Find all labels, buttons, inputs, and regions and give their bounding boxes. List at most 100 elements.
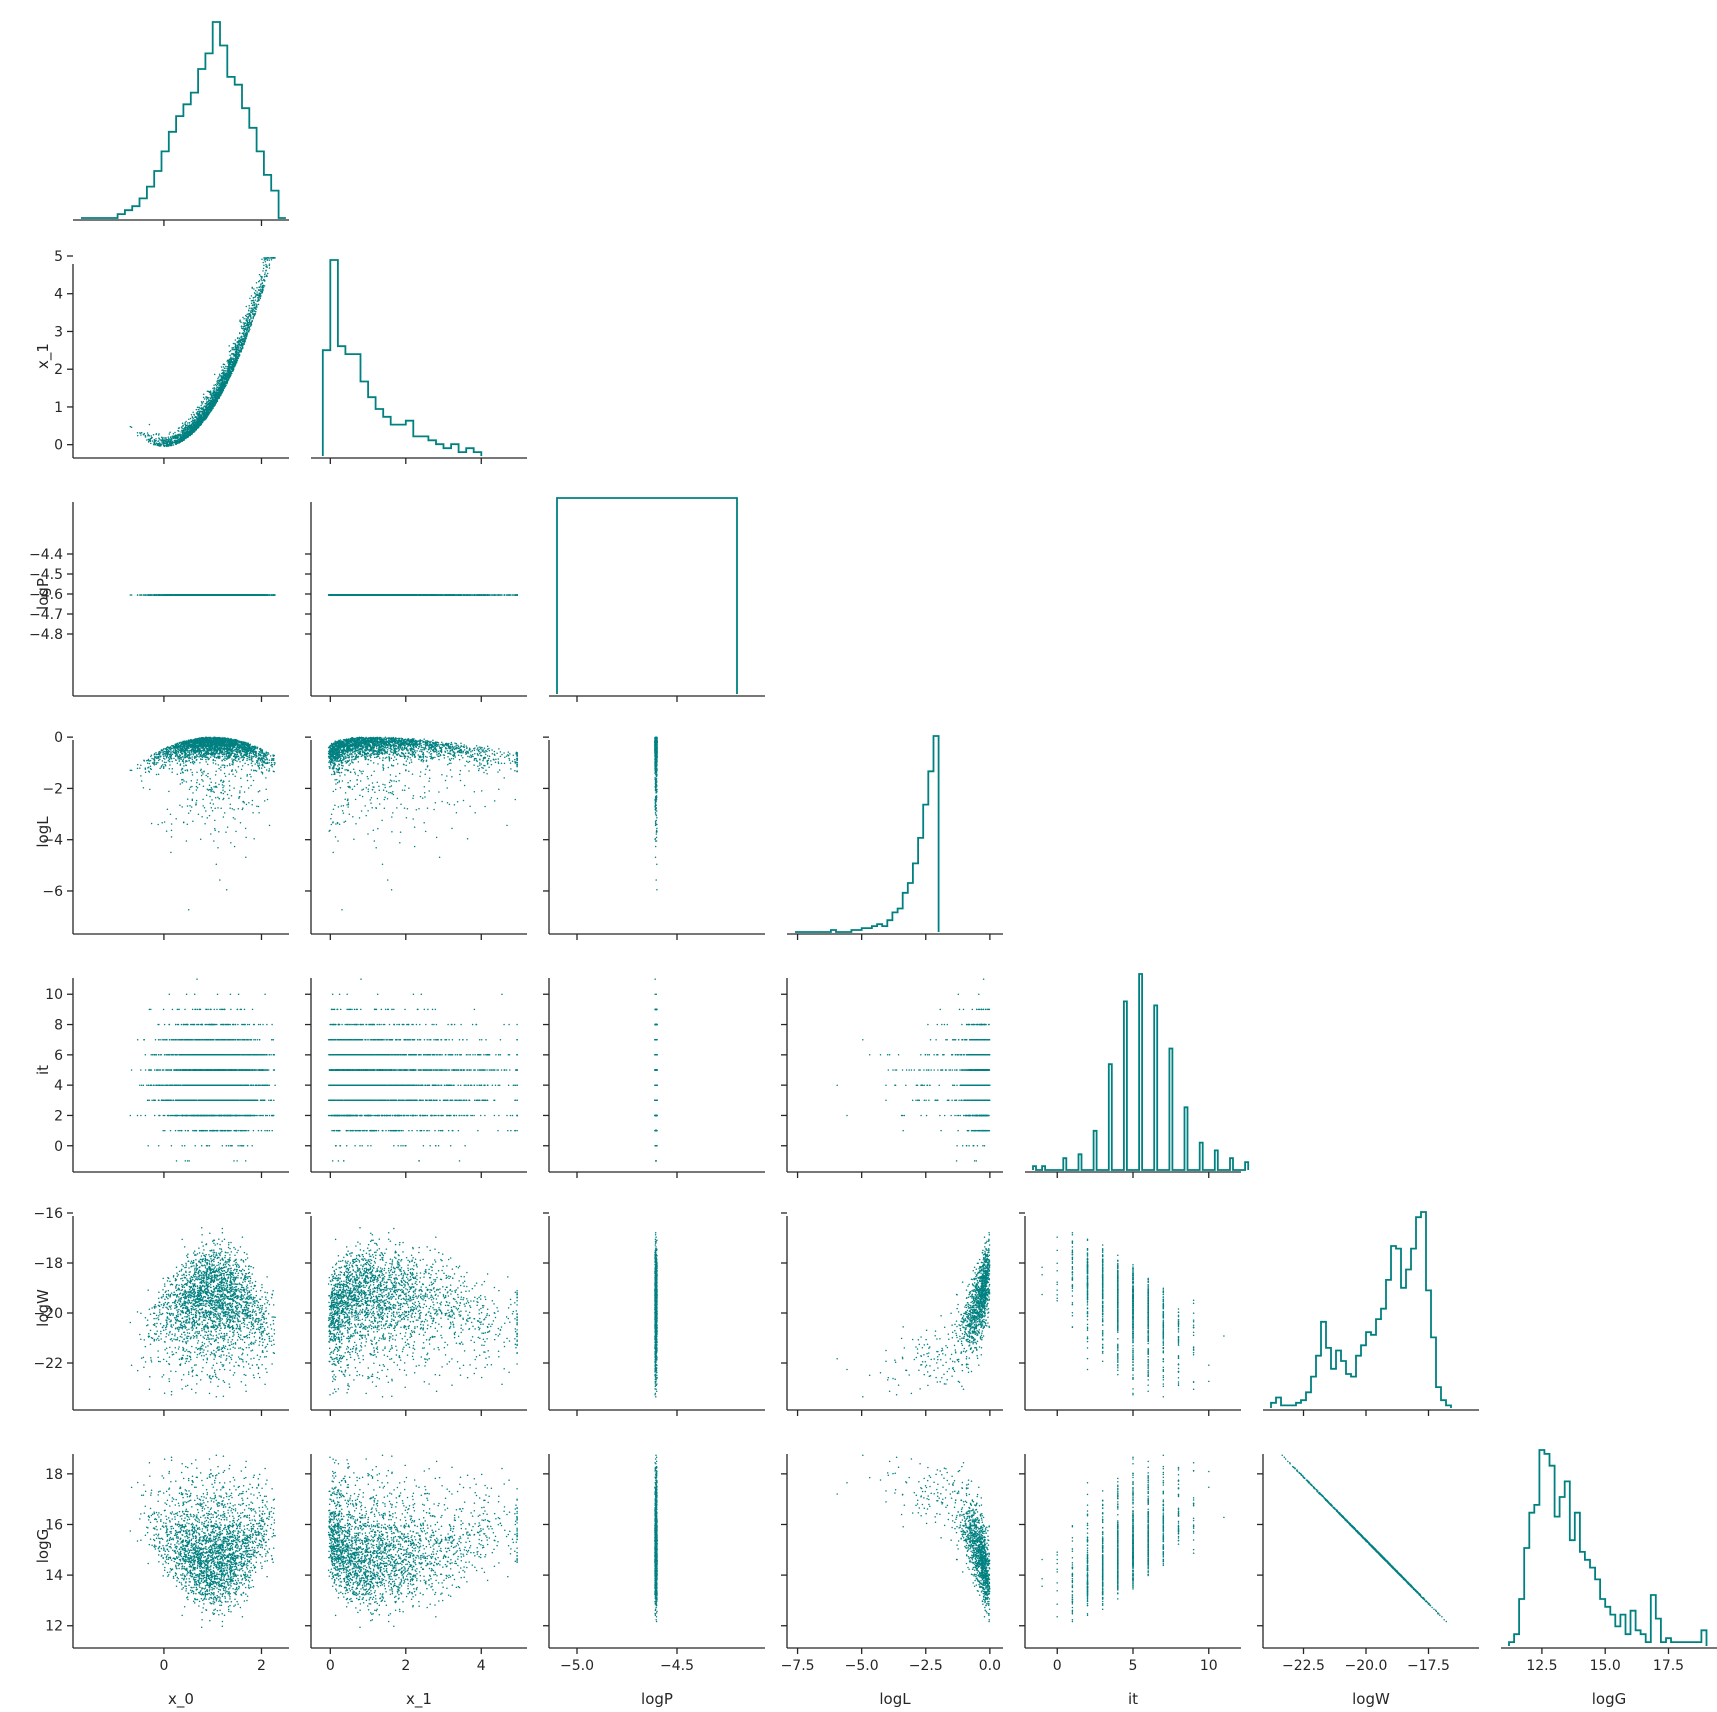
- scatter-point: [180, 431, 182, 433]
- scatter-point: [225, 378, 227, 380]
- scatter-point: [220, 395, 222, 397]
- scatter-point: [205, 411, 207, 413]
- scatter-point: [180, 440, 182, 442]
- scatter-panel-x_0-vs-x_1: [130, 257, 276, 447]
- scatter-point: [259, 274, 261, 276]
- scatter-point: [210, 392, 212, 394]
- scatter-point: [181, 436, 183, 438]
- scatter-point: [206, 401, 208, 403]
- scatter-point: [250, 318, 252, 320]
- scatter-point: [166, 446, 168, 448]
- scatter-point: [260, 291, 262, 293]
- scatter-point: [189, 428, 191, 430]
- scatter-point: [233, 343, 235, 345]
- scatter-point: [263, 268, 265, 270]
- scatter-point: [213, 401, 215, 403]
- scatter-point: [213, 397, 215, 399]
- scatter-point: [205, 416, 207, 418]
- scatter-point: [192, 419, 194, 421]
- scatter-point: [191, 414, 193, 416]
- scatter-point: [176, 440, 178, 442]
- scatter-point: [217, 387, 219, 389]
- scatter-point: [225, 366, 227, 368]
- scatter-point: [165, 443, 167, 445]
- scatter-point: [202, 408, 204, 410]
- scatter-point: [264, 259, 266, 261]
- scatter-point: [263, 264, 265, 266]
- scatter-point: [234, 343, 236, 345]
- scatter-point: [201, 403, 203, 405]
- scatter-point: [237, 354, 239, 356]
- scatter-point: [192, 422, 194, 424]
- scatter-point: [234, 349, 236, 351]
- scatter-point: [210, 394, 212, 396]
- scatter-point: [237, 351, 239, 353]
- scatter-point: [190, 435, 192, 437]
- scatter-point: [159, 442, 161, 444]
- scatter-point: [161, 440, 163, 442]
- scatter-point: [260, 275, 262, 277]
- scatter-point: [246, 325, 248, 327]
- scatter-point: [146, 439, 148, 441]
- scatter-point: [237, 337, 239, 339]
- scatter-point: [182, 433, 184, 435]
- scatter-point: [156, 445, 158, 447]
- scatter-point: [259, 280, 261, 282]
- scatter-point: [208, 409, 210, 411]
- scatter-point: [190, 427, 192, 429]
- scatter-point: [238, 355, 240, 357]
- scatter-point: [230, 359, 232, 361]
- scatter-point: [192, 417, 194, 419]
- scatter-point: [239, 319, 241, 321]
- scatter-point: [231, 347, 233, 349]
- scatter-point: [198, 409, 200, 411]
- scatter-point: [198, 407, 200, 409]
- scatter-point: [227, 360, 229, 362]
- scatter-point: [222, 372, 224, 374]
- scatter-point: [236, 350, 238, 352]
- scatter-point: [186, 432, 188, 434]
- scatter-point: [223, 390, 225, 392]
- scatter-point: [154, 440, 156, 442]
- scatter-point: [191, 433, 193, 435]
- scatter-point: [196, 409, 198, 411]
- scatter-point: [221, 391, 223, 393]
- scatter-point: [171, 444, 173, 446]
- scatter-point: [253, 297, 255, 299]
- scatter-point: [190, 425, 192, 427]
- scatter-point: [251, 300, 253, 302]
- scatter-point: [130, 426, 132, 428]
- scatter-point: [249, 298, 251, 300]
- scatter-point: [237, 357, 239, 359]
- scatter-point: [236, 353, 238, 355]
- scatter-point: [221, 366, 223, 368]
- scatter-point: [182, 425, 184, 427]
- scatter-point: [252, 311, 254, 313]
- scatter-point: [264, 276, 266, 278]
- scatter-point: [182, 423, 184, 425]
- scatter-point: [197, 414, 199, 416]
- scatter-point: [246, 306, 248, 308]
- scatter-point: [252, 305, 254, 307]
- scatter-point: [187, 426, 189, 428]
- scatter-point: [232, 365, 234, 367]
- scatter-point: [175, 442, 177, 444]
- scatter-point: [265, 269, 267, 271]
- scatter-point: [189, 422, 191, 424]
- scatter-point: [235, 360, 237, 362]
- scatter-point: [225, 375, 227, 377]
- scatter-point: [187, 433, 189, 435]
- scatter-point: [249, 307, 251, 309]
- scatter-point: [197, 415, 199, 417]
- scatter-point: [198, 417, 200, 419]
- scatter-point: [236, 348, 238, 350]
- scatter-point: [194, 420, 196, 422]
- scatter-point: [256, 287, 258, 289]
- scatter-point: [147, 432, 149, 434]
- scatter-point: [206, 410, 208, 412]
- scatter-point: [209, 400, 211, 402]
- scatter-point: [220, 388, 222, 390]
- scatter-point: [225, 370, 227, 372]
- scatter-point: [167, 444, 169, 446]
- scatter-point: [206, 397, 208, 399]
